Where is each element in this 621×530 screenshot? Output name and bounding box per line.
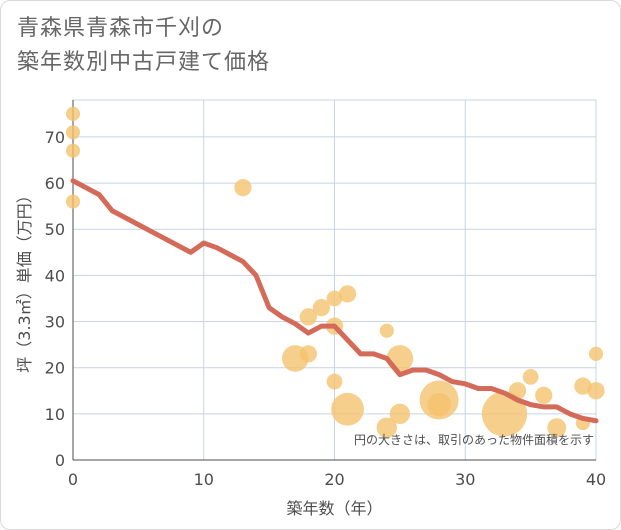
bubble-point xyxy=(331,392,364,426)
y-tick-label: 70 xyxy=(45,128,65,147)
y-axis-label: 坪（3.3㎡）単価（万円） xyxy=(15,187,34,372)
bubble-point xyxy=(587,382,605,400)
y-tick-label: 40 xyxy=(45,266,65,285)
size-annotation: 円の大きさは、取引のあった物件面積を示す xyxy=(354,432,594,447)
bubble-point xyxy=(427,392,451,417)
bubble-point xyxy=(234,179,252,197)
bubble-point xyxy=(386,345,414,372)
bubble-point xyxy=(326,290,343,307)
bubble-point xyxy=(379,323,394,338)
y-tick-label: 30 xyxy=(45,313,65,332)
grid xyxy=(72,99,597,461)
bubble-point xyxy=(326,373,343,390)
trend-series xyxy=(70,178,599,424)
trend-line xyxy=(70,178,599,424)
bubble-point xyxy=(65,143,81,158)
y-tick-label: 20 xyxy=(45,359,65,378)
bubble-point xyxy=(65,194,81,209)
bubble-point xyxy=(522,369,539,385)
y-tick-label: 10 xyxy=(45,405,65,424)
bubble-series xyxy=(65,106,605,438)
bubble-point xyxy=(389,403,411,425)
bubble-point xyxy=(588,346,604,361)
y-tick-labels: 0 10 20 30 40 50 60 70 xyxy=(45,128,65,470)
bubble-point xyxy=(299,345,317,363)
x-tick-label: 20 xyxy=(324,470,344,489)
x-tick-label: 10 xyxy=(194,470,214,489)
bubble-point xyxy=(299,308,317,326)
chart-title-line1: 青森県青森市千刈の xyxy=(17,16,225,41)
bubble-point xyxy=(376,417,397,438)
y-tick-label: 50 xyxy=(45,220,65,239)
x-tick-label: 0 xyxy=(68,470,78,489)
x-tick-labels: 0 10 20 30 40 xyxy=(68,470,606,489)
bubble-point xyxy=(312,299,331,317)
y-tick-label: 0 xyxy=(55,451,65,470)
chart-title-line2: 築年数別中古戸建て価格 xyxy=(17,50,271,75)
bubble-point xyxy=(535,386,553,405)
bubble-point xyxy=(65,106,81,121)
chart-title: 青森県青森市千刈の 築年数別中古戸建て価格 xyxy=(17,12,270,80)
bubble-point xyxy=(574,377,592,395)
x-axis-label: 築年数（年） xyxy=(286,499,382,518)
x-tick-label: 30 xyxy=(455,470,475,489)
bubble-point xyxy=(547,418,567,438)
x-tick-label: 40 xyxy=(586,470,606,489)
y-tick-label: 60 xyxy=(45,174,65,193)
bubble-point xyxy=(481,391,528,437)
bubble-point xyxy=(338,285,357,303)
bubble-point xyxy=(65,125,81,140)
